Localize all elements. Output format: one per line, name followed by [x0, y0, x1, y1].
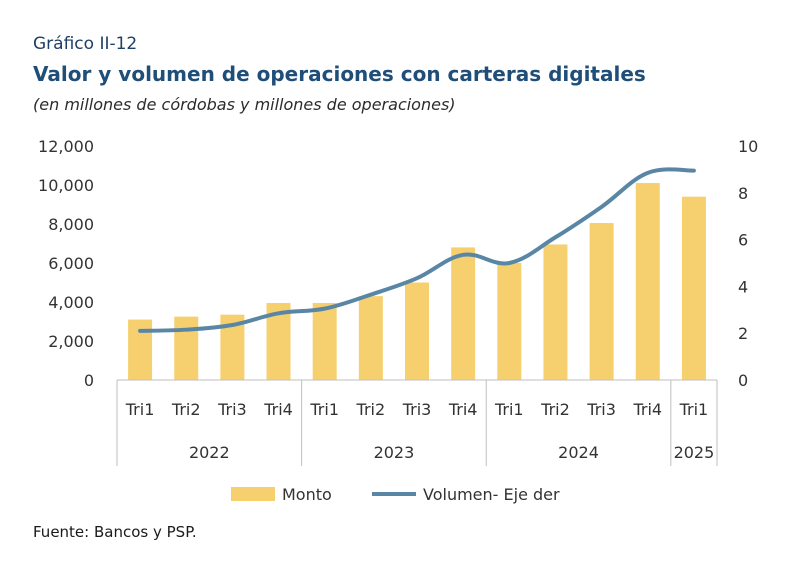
bar-monto — [358, 296, 383, 380]
y-left-tick-label: 10,000 — [38, 176, 94, 195]
y-left-tick-label: 0 — [84, 371, 94, 390]
x-tick-label: Tri2 — [540, 400, 570, 419]
x-tick-label: Tri1 — [125, 400, 155, 419]
line-volumen — [138, 167, 696, 333]
chart-label: Gráfico II-12 — [33, 34, 138, 54]
y-right-tick-label: 6 — [738, 231, 748, 250]
y-right-tick-label: 10 — [738, 137, 758, 156]
x-tick-label: Tri2 — [356, 400, 386, 419]
source-note: Fuente: Bancos y PSP. — [33, 523, 197, 541]
legend-label-monto: Monto — [282, 485, 332, 504]
x-tick-label: Tri4 — [632, 400, 662, 419]
bar-monto — [451, 247, 476, 380]
y-left-tick-label: 2,000 — [48, 332, 94, 351]
bar-monto — [543, 244, 568, 380]
x-tick-label: Tri4 — [448, 400, 478, 419]
bar-monto — [681, 196, 706, 380]
x-group-label: 2025 — [674, 443, 715, 462]
x-group-label: 2023 — [374, 443, 415, 462]
y-right-tick-label: 0 — [738, 371, 748, 390]
chart-subtitle: (en millones de córdobas y millones de o… — [33, 95, 456, 114]
legend-swatch-monto — [231, 487, 275, 501]
x-tick-label: Tri1 — [494, 400, 524, 419]
y-left-tick-label: 6,000 — [48, 254, 94, 273]
y-left-tick-label: 8,000 — [48, 215, 94, 234]
x-tick-label: Tri3 — [402, 400, 432, 419]
x-tick-label: Tri1 — [309, 400, 339, 419]
bar-monto — [635, 183, 660, 380]
x-tick-label: Tri3 — [217, 400, 247, 419]
x-tick-label: Tri2 — [171, 400, 201, 419]
x-tick-label: Tri4 — [263, 400, 293, 419]
legend-label-volumen: Volumen- Eje der — [423, 485, 560, 504]
y-right-tick-label: 8 — [738, 184, 748, 203]
y-right-tick-label: 2 — [738, 324, 748, 343]
bar-monto — [128, 319, 153, 380]
x-tick-label: Tri1 — [679, 400, 709, 419]
y-left-tick-label: 12,000 — [38, 137, 94, 156]
bar-monto — [589, 223, 614, 380]
bar-monto — [174, 316, 199, 380]
y-right-tick-label: 4 — [738, 277, 748, 296]
y-left-tick-label: 4,000 — [48, 293, 94, 312]
x-group-label: 2022 — [189, 443, 230, 462]
bar-monto — [497, 263, 522, 380]
bar-monto — [405, 282, 429, 380]
bar-monto — [312, 302, 337, 380]
x-tick-label: Tri3 — [586, 400, 616, 419]
chart-title: Valor y volumen de operaciones con carte… — [33, 62, 646, 86]
x-group-label: 2024 — [558, 443, 599, 462]
